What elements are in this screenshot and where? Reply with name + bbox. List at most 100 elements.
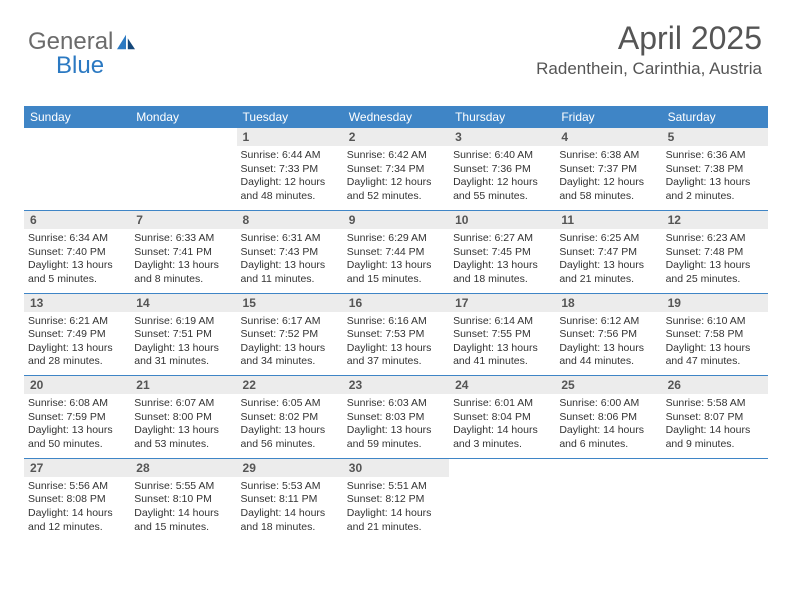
day-line: Daylight: 13 hours and 15 minutes.	[347, 259, 445, 286]
day-number: 14	[130, 294, 236, 312]
day-cell: 20Sunrise: 6:08 AMSunset: 7:59 PMDayligh…	[24, 376, 130, 458]
day-line: Daylight: 12 hours and 52 minutes.	[347, 176, 445, 203]
day-line: Daylight: 12 hours and 48 minutes.	[241, 176, 339, 203]
day-cell: 16Sunrise: 6:16 AMSunset: 7:53 PMDayligh…	[343, 294, 449, 376]
day-line: Daylight: 13 hours and 28 minutes.	[28, 342, 126, 369]
day-line: Sunrise: 6:05 AM	[241, 397, 339, 411]
day-body: Sunrise: 6:07 AMSunset: 8:00 PMDaylight:…	[130, 394, 236, 458]
day-number: 9	[343, 211, 449, 229]
day-line: Sunset: 7:55 PM	[453, 328, 551, 342]
day-number	[662, 459, 768, 477]
day-line: Sunset: 7:59 PM	[28, 411, 126, 425]
day-number: 18	[555, 294, 661, 312]
day-line: Sunrise: 6:16 AM	[347, 315, 445, 329]
day-line: Daylight: 14 hours and 12 minutes.	[28, 507, 126, 534]
day-cell: 30Sunrise: 5:51 AMSunset: 8:12 PMDayligh…	[343, 459, 449, 541]
day-cell: 24Sunrise: 6:01 AMSunset: 8:04 PMDayligh…	[449, 376, 555, 458]
week-row: 20Sunrise: 6:08 AMSunset: 7:59 PMDayligh…	[24, 375, 768, 458]
day-cell: 14Sunrise: 6:19 AMSunset: 7:51 PMDayligh…	[130, 294, 236, 376]
day-line: Sunset: 8:03 PM	[347, 411, 445, 425]
day-number: 6	[24, 211, 130, 229]
day-body: Sunrise: 5:55 AMSunset: 8:10 PMDaylight:…	[130, 477, 236, 541]
day-line: Daylight: 13 hours and 56 minutes.	[241, 424, 339, 451]
day-line: Sunset: 8:12 PM	[347, 493, 445, 507]
day-line: Sunset: 7:51 PM	[134, 328, 232, 342]
day-line: Sunrise: 6:38 AM	[559, 149, 657, 163]
day-line: Daylight: 13 hours and 2 minutes.	[666, 176, 764, 203]
day-line: Sunrise: 6:33 AM	[134, 232, 232, 246]
day-number: 23	[343, 376, 449, 394]
day-line: Sunset: 7:45 PM	[453, 246, 551, 260]
day-line: Sunset: 8:11 PM	[241, 493, 339, 507]
day-body: Sunrise: 6:31 AMSunset: 7:43 PMDaylight:…	[237, 229, 343, 293]
day-body	[555, 477, 661, 486]
day-line: Sunrise: 6:25 AM	[559, 232, 657, 246]
day-line: Daylight: 14 hours and 9 minutes.	[666, 424, 764, 451]
day-line: Sunset: 7:56 PM	[559, 328, 657, 342]
day-number: 17	[449, 294, 555, 312]
day-number: 13	[24, 294, 130, 312]
day-body: Sunrise: 6:00 AMSunset: 8:06 PMDaylight:…	[555, 394, 661, 458]
day-body: Sunrise: 6:42 AMSunset: 7:34 PMDaylight:…	[343, 146, 449, 210]
day-number: 7	[130, 211, 236, 229]
day-number	[130, 128, 236, 146]
day-line: Sunrise: 6:21 AM	[28, 315, 126, 329]
day-number: 5	[662, 128, 768, 146]
day-line: Sunset: 7:33 PM	[241, 163, 339, 177]
day-body: Sunrise: 6:40 AMSunset: 7:36 PMDaylight:…	[449, 146, 555, 210]
day-line: Sunset: 7:37 PM	[559, 163, 657, 177]
day-number: 25	[555, 376, 661, 394]
day-cell	[130, 128, 236, 210]
day-line: Sunset: 7:58 PM	[666, 328, 764, 342]
day-number: 4	[555, 128, 661, 146]
day-number: 16	[343, 294, 449, 312]
day-line: Sunset: 8:04 PM	[453, 411, 551, 425]
title-block: April 2025 Radenthein, Carinthia, Austri…	[536, 20, 762, 79]
day-body: Sunrise: 6:29 AMSunset: 7:44 PMDaylight:…	[343, 229, 449, 293]
day-body	[449, 477, 555, 486]
day-line: Sunset: 7:40 PM	[28, 246, 126, 260]
day-cell: 17Sunrise: 6:14 AMSunset: 7:55 PMDayligh…	[449, 294, 555, 376]
location-text: Radenthein, Carinthia, Austria	[536, 59, 762, 79]
day-cell	[24, 128, 130, 210]
day-cell: 15Sunrise: 6:17 AMSunset: 7:52 PMDayligh…	[237, 294, 343, 376]
dow-cell: Monday	[130, 106, 236, 128]
day-number: 30	[343, 459, 449, 477]
day-cell: 27Sunrise: 5:56 AMSunset: 8:08 PMDayligh…	[24, 459, 130, 541]
day-body: Sunrise: 6:38 AMSunset: 7:37 PMDaylight:…	[555, 146, 661, 210]
day-line: Sunset: 8:08 PM	[28, 493, 126, 507]
day-body: Sunrise: 5:58 AMSunset: 8:07 PMDaylight:…	[662, 394, 768, 458]
day-body: Sunrise: 6:03 AMSunset: 8:03 PMDaylight:…	[343, 394, 449, 458]
sail-icon	[115, 33, 137, 51]
day-line: Daylight: 14 hours and 21 minutes.	[347, 507, 445, 534]
day-number: 8	[237, 211, 343, 229]
day-line: Sunset: 8:02 PM	[241, 411, 339, 425]
day-cell: 3Sunrise: 6:40 AMSunset: 7:36 PMDaylight…	[449, 128, 555, 210]
day-cell: 19Sunrise: 6:10 AMSunset: 7:58 PMDayligh…	[662, 294, 768, 376]
day-line: Sunrise: 5:53 AM	[241, 480, 339, 494]
day-body: Sunrise: 5:53 AMSunset: 8:11 PMDaylight:…	[237, 477, 343, 541]
day-line: Sunset: 7:34 PM	[347, 163, 445, 177]
day-body: Sunrise: 6:19 AMSunset: 7:51 PMDaylight:…	[130, 312, 236, 376]
day-number: 12	[662, 211, 768, 229]
day-number	[449, 459, 555, 477]
day-body: Sunrise: 6:01 AMSunset: 8:04 PMDaylight:…	[449, 394, 555, 458]
day-line: Sunset: 7:49 PM	[28, 328, 126, 342]
day-line: Sunrise: 6:17 AM	[241, 315, 339, 329]
day-body: Sunrise: 6:16 AMSunset: 7:53 PMDaylight:…	[343, 312, 449, 376]
day-number: 10	[449, 211, 555, 229]
day-line: Daylight: 13 hours and 41 minutes.	[453, 342, 551, 369]
day-number: 29	[237, 459, 343, 477]
day-body: Sunrise: 6:12 AMSunset: 7:56 PMDaylight:…	[555, 312, 661, 376]
day-body: Sunrise: 6:21 AMSunset: 7:49 PMDaylight:…	[24, 312, 130, 376]
day-cell: 18Sunrise: 6:12 AMSunset: 7:56 PMDayligh…	[555, 294, 661, 376]
day-number: 1	[237, 128, 343, 146]
day-line: Sunrise: 6:34 AM	[28, 232, 126, 246]
day-line: Sunset: 8:00 PM	[134, 411, 232, 425]
day-number	[555, 459, 661, 477]
day-body: Sunrise: 6:44 AMSunset: 7:33 PMDaylight:…	[237, 146, 343, 210]
day-body: Sunrise: 6:08 AMSunset: 7:59 PMDaylight:…	[24, 394, 130, 458]
day-cell: 12Sunrise: 6:23 AMSunset: 7:48 PMDayligh…	[662, 211, 768, 293]
day-cell: 11Sunrise: 6:25 AMSunset: 7:47 PMDayligh…	[555, 211, 661, 293]
day-number: 3	[449, 128, 555, 146]
